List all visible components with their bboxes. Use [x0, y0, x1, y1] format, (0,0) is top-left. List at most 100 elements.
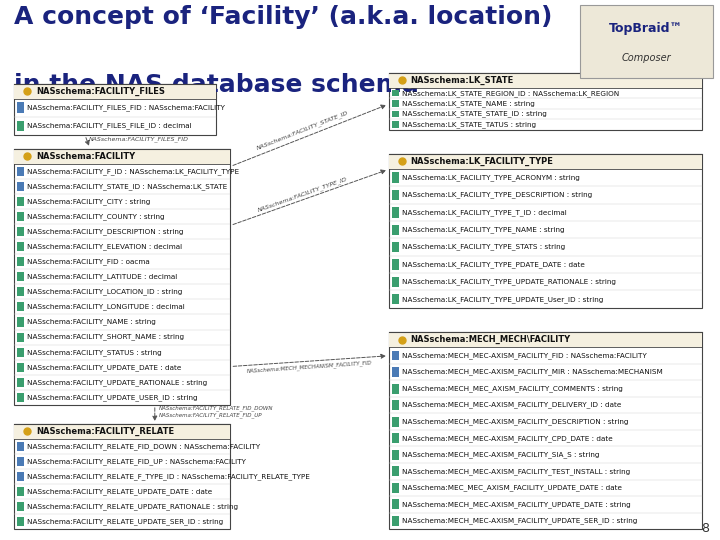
Text: NASschema:LK_STATE_REGION_ID : NASschema:LK_REGION: NASschema:LK_STATE_REGION_ID : NASschema… — [402, 90, 619, 97]
Text: NASschema:LK_FACILITY_TYPE_DESCRIPTION : string: NASschema:LK_FACILITY_TYPE_DESCRIPTION :… — [402, 192, 592, 198]
Text: NASschema:LK_STATE_STATE_ID : string: NASschema:LK_STATE_STATE_ID : string — [402, 111, 546, 117]
Text: NASschema:FACILITY_TYPE_ID: NASschema:FACILITY_TYPE_ID — [257, 176, 348, 213]
Text: NASschema:MECH_MEC-AXISM_FACILITY_SIA_S : string: NASschema:MECH_MEC-AXISM_FACILITY_SIA_S … — [402, 451, 599, 458]
Bar — [17, 182, 24, 191]
Text: NASschema:LK_FACILITY_TYPE_STATS : string: NASschema:LK_FACILITY_TYPE_STATS : strin… — [402, 244, 565, 251]
Bar — [17, 227, 24, 236]
Text: NASschema:MECH_MEC-AXISM_FACILITY_UPDATE_DATE : string: NASschema:MECH_MEC-AXISM_FACILITY_UPDATE… — [402, 501, 631, 508]
Bar — [389, 332, 702, 529]
Bar — [17, 242, 24, 251]
Text: NASschema:MECH_MEC-AXISM_FACILITY_DELIVERY_ID : date: NASschema:MECH_MEC-AXISM_FACILITY_DELIVE… — [402, 402, 621, 408]
Bar — [389, 154, 702, 308]
Text: NASschema:FACILITY_RELATE_F_TYPE_ID : NASschema:FACILITY_RELATE_TYPE: NASschema:FACILITY_RELATE_F_TYPE_ID : NA… — [27, 473, 310, 480]
Bar — [17, 333, 24, 342]
Text: NASschema:FACILITY_RELATE_UPDATE_SER_ID : string: NASschema:FACILITY_RELATE_UPDATE_SER_ID … — [27, 518, 224, 525]
Bar — [392, 450, 399, 460]
Bar — [17, 457, 24, 466]
Text: NASschema:FACILITY_FID : oacma: NASschema:FACILITY_FID : oacma — [27, 258, 150, 265]
Bar — [392, 172, 399, 183]
Text: NASschema:MECH_MEC-AXISM_FACILITY_MIR : NASschema:MECHANISM: NASschema:MECH_MEC-AXISM_FACILITY_MIR : … — [402, 369, 662, 375]
Text: NASschema:FACILITY_RELATE_FID_DOWN: NASschema:FACILITY_RELATE_FID_DOWN — [158, 405, 273, 411]
Bar — [17, 167, 24, 176]
Text: NASschema:FACILITY_LONGITUDE : decimal: NASschema:FACILITY_LONGITUDE : decimal — [27, 303, 185, 310]
Bar — [14, 424, 230, 439]
Bar — [17, 393, 24, 402]
Text: NASschema:FACILITY_FILES_FID: NASschema:FACILITY_FILES_FID — [89, 136, 189, 142]
Text: NASschema:LK_STATE: NASschema:LK_STATE — [410, 76, 513, 85]
Text: NASschema:LK_FACILITY_TYPE: NASschema:LK_FACILITY_TYPE — [410, 157, 553, 166]
FancyBboxPatch shape — [580, 5, 713, 78]
Bar — [17, 257, 24, 266]
Text: NASschema:FACILITY_COUNTY : string: NASschema:FACILITY_COUNTY : string — [27, 213, 165, 220]
Bar — [392, 259, 399, 269]
Bar — [392, 122, 399, 127]
Bar — [392, 207, 399, 218]
Text: NASschema:MECH_MEC-AXISM_FACILITY_UPDATE_SER_ID : string: NASschema:MECH_MEC-AXISM_FACILITY_UPDATE… — [402, 517, 637, 524]
Text: NASschema:FACILITY: NASschema:FACILITY — [36, 152, 135, 160]
Text: NASschema:LK_FACILITY_TYPE_T_ID : decimal: NASschema:LK_FACILITY_TYPE_T_ID : decima… — [402, 209, 567, 216]
Bar — [17, 287, 24, 296]
Text: NASschema:FACILITY_FILES: NASschema:FACILITY_FILES — [36, 87, 165, 96]
Text: NASschema:FACILITY_SHORT_NAME : string: NASschema:FACILITY_SHORT_NAME : string — [27, 334, 184, 341]
Text: NASschema:LK_FACILITY_TYPE_ACRONYM : string: NASschema:LK_FACILITY_TYPE_ACRONYM : str… — [402, 174, 580, 181]
Text: NASschema:MECH_MECH\FACILITY: NASschema:MECH_MECH\FACILITY — [410, 335, 570, 344]
Text: NASschema:FACILITY_LATITUDE : decimal: NASschema:FACILITY_LATITUDE : decimal — [27, 273, 178, 280]
Bar — [389, 73, 702, 88]
Bar — [14, 424, 230, 529]
Text: NASschema:FACILITY_STATE_ID: NASschema:FACILITY_STATE_ID — [256, 109, 349, 151]
Bar — [17, 378, 24, 387]
Bar — [392, 294, 399, 305]
Bar — [392, 367, 399, 377]
Bar — [392, 242, 399, 252]
Text: NASschema:FACILITY_NAME : string: NASschema:FACILITY_NAME : string — [27, 319, 156, 326]
Bar — [392, 100, 399, 107]
Text: NASschema:FACILITY_F_ID : NASschema:LK_FACILITY_TYPE: NASschema:FACILITY_F_ID : NASschema:LK_F… — [27, 168, 240, 174]
Bar — [392, 516, 399, 526]
Text: NASschema:FACILITY_UPDATE_RATIONALE : string: NASschema:FACILITY_UPDATE_RATIONALE : st… — [27, 379, 207, 386]
Bar — [389, 73, 702, 130]
Text: NASschema:LK_FACILITY_TYPE_UPDATE_RATIONALE : string: NASschema:LK_FACILITY_TYPE_UPDATE_RATION… — [402, 279, 616, 285]
Bar — [17, 348, 24, 357]
Bar — [17, 363, 24, 372]
Bar — [17, 502, 24, 511]
Bar — [392, 500, 399, 509]
Text: NASschema:FACILITY_FILES_FID : NASschema:FACILITY: NASschema:FACILITY_FILES_FID : NASschema… — [27, 105, 225, 111]
Text: NASschema:FACILITY_RELATE: NASschema:FACILITY_RELATE — [36, 427, 174, 436]
Bar — [14, 148, 230, 405]
Text: NASschema:LK_STATE_NAME : string: NASschema:LK_STATE_NAME : string — [402, 100, 535, 107]
Bar — [389, 332, 702, 347]
Bar — [392, 225, 399, 235]
Bar — [392, 383, 399, 394]
Bar — [392, 417, 399, 427]
Text: NASschema:FACILITY_STATUS : string: NASschema:FACILITY_STATUS : string — [27, 349, 162, 355]
Bar — [17, 272, 24, 281]
Text: NASschema:FACILITY_DESCRIPTION : string: NASschema:FACILITY_DESCRIPTION : string — [27, 228, 184, 235]
Text: Composer: Composer — [621, 53, 671, 63]
Text: NASschema:FACILITY_RELATE_FID_UP : NASschema:FACILITY: NASschema:FACILITY_RELATE_FID_UP : NASsc… — [27, 458, 246, 465]
Text: NASschema:FACILITY_ELEVATION : decimal: NASschema:FACILITY_ELEVATION : decimal — [27, 243, 182, 250]
Text: NASschema:FACILITY_CITY : string: NASschema:FACILITY_CITY : string — [27, 198, 150, 205]
Bar — [392, 467, 399, 476]
Bar — [392, 350, 399, 361]
Text: NASschema:FACILITY_RELATE_FID_UP: NASschema:FACILITY_RELATE_FID_UP — [158, 413, 262, 418]
Bar — [17, 197, 24, 206]
Text: NASschema:MECH_MEC-AXISM_FACILITY_TEST_INSTALL : string: NASschema:MECH_MEC-AXISM_FACILITY_TEST_I… — [402, 468, 630, 475]
Text: NASschema:MECH_MEC-AXISM_FACILITY_FID : NASschema:FACILITY: NASschema:MECH_MEC-AXISM_FACILITY_FID : … — [402, 352, 647, 359]
Text: NASschema:LK_FACILITY_TYPE_PDATE_DATE : date: NASschema:LK_FACILITY_TYPE_PDATE_DATE : … — [402, 261, 585, 268]
Text: NASschema:MECH_MEC_AXISM_FACILITY_COMMENTS : string: NASschema:MECH_MEC_AXISM_FACILITY_COMMEN… — [402, 385, 623, 392]
Bar — [17, 212, 24, 221]
Bar — [14, 84, 216, 99]
Text: 8: 8 — [701, 522, 709, 535]
Bar — [17, 442, 24, 451]
Text: NASschema:MECH_MEC-AXISM_FACILITY_DESCRIPTION : string: NASschema:MECH_MEC-AXISM_FACILITY_DESCRI… — [402, 418, 629, 425]
Text: NASschema:MEC_MEC_AXISM_FACILITY_UPDATE_DATE : date: NASschema:MEC_MEC_AXISM_FACILITY_UPDATE_… — [402, 484, 622, 491]
Text: NASschema:FACILITY_UPDATE_USER_ID : string: NASschema:FACILITY_UPDATE_USER_ID : stri… — [27, 394, 198, 401]
Text: NASschema:FACILITY_RELATE_UPDATE_RATIONALE : string: NASschema:FACILITY_RELATE_UPDATE_RATIONA… — [27, 503, 238, 510]
Bar — [14, 148, 230, 164]
Bar — [17, 472, 24, 481]
Text: NASschema:FACILITY_RELATE_UPDATE_DATE : date: NASschema:FACILITY_RELATE_UPDATE_DATE : … — [27, 488, 212, 495]
Text: in the NAS database schema: in the NAS database schema — [14, 73, 419, 97]
Bar — [392, 111, 399, 117]
Text: NASschema:FACILITY_RELATE_FID_DOWN : NASschema:FACILITY: NASschema:FACILITY_RELATE_FID_DOWN : NAS… — [27, 443, 261, 450]
Text: NASschema:FACILITY_LOCATION_ID : string: NASschema:FACILITY_LOCATION_ID : string — [27, 288, 183, 295]
